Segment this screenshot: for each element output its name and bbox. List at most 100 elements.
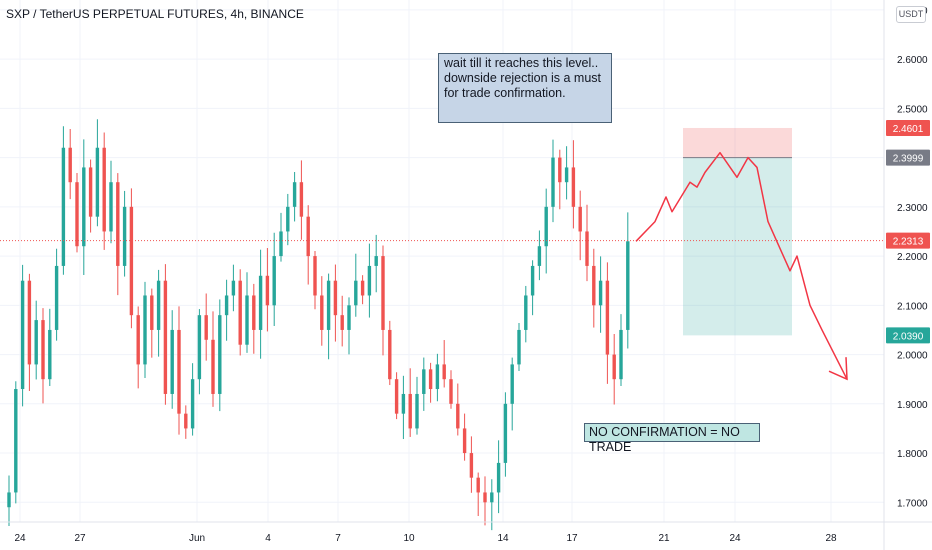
x-tick-label: 4	[265, 533, 271, 544]
candle	[428, 362, 433, 403]
price-label: 2.4601	[886, 119, 930, 136]
candle	[20, 264, 25, 407]
candle	[551, 139, 555, 223]
y-tick-label: 1.9000	[897, 400, 928, 411]
candle	[469, 436, 474, 493]
candle	[340, 295, 344, 347]
annotation-line: downside rejection is a must	[444, 71, 602, 85]
candle	[374, 234, 378, 293]
candle	[170, 310, 174, 409]
grid-lines	[0, 0, 884, 522]
candle	[456, 383, 460, 436]
candle	[524, 285, 528, 343]
annotation-wait-level[interactable]: wait till it reaches this level.. downsi…	[438, 53, 612, 123]
candle	[558, 149, 562, 210]
candle	[27, 273, 32, 391]
candle	[619, 314, 623, 386]
candle	[360, 275, 365, 305]
candle	[585, 204, 589, 282]
candle	[156, 269, 161, 357]
y-tick-label: 2.5000	[897, 104, 928, 115]
candle	[41, 308, 45, 404]
candle	[422, 357, 426, 411]
candle	[306, 205, 310, 285]
candle	[401, 375, 406, 440]
candle	[75, 172, 79, 253]
target-zone	[683, 157, 792, 336]
candle	[129, 188, 134, 329]
candle	[388, 320, 392, 386]
annotation-line: wait till it reaches this level..	[444, 56, 599, 70]
candle	[496, 440, 501, 514]
candle	[122, 190, 127, 277]
candle	[109, 160, 113, 244]
candle	[286, 193, 290, 246]
candle	[598, 256, 603, 333]
candle	[95, 119, 100, 227]
candle	[184, 405, 188, 439]
candle	[320, 276, 324, 346]
candle	[224, 279, 229, 341]
x-tick-label: 24	[14, 533, 26, 544]
candle	[231, 264, 236, 312]
candles	[7, 119, 630, 531]
candle	[279, 212, 283, 262]
candle	[537, 230, 542, 281]
candle	[415, 376, 419, 435]
candle	[204, 293, 208, 361]
candle	[197, 309, 202, 395]
candle	[258, 249, 263, 359]
candle	[333, 264, 338, 342]
x-tick-label: 24	[729, 533, 741, 544]
x-tick-label: 10	[403, 533, 415, 544]
svg-text:2.4601: 2.4601	[893, 124, 924, 135]
candle	[7, 475, 11, 526]
candle	[245, 272, 249, 353]
candle	[626, 212, 630, 349]
candle	[605, 262, 610, 384]
candle	[48, 308, 52, 386]
candle	[564, 146, 569, 200]
candle	[517, 322, 521, 372]
y-tick-label: 2.6000	[897, 55, 928, 66]
price-label: 2.0390	[886, 327, 930, 344]
svg-text:2.3999: 2.3999	[893, 154, 924, 165]
svg-text:2.2313: 2.2313	[893, 237, 924, 248]
candle	[292, 171, 297, 222]
stop-zone	[683, 127, 792, 158]
candle	[544, 188, 548, 274]
time-axis[interactable]: 24 27 Jun 4 7 10 14 17 21 24 28	[0, 521, 932, 544]
candle	[265, 248, 270, 332]
candle	[102, 132, 106, 250]
x-tick-label: 27	[74, 533, 86, 544]
arrow-head-icon	[828, 357, 848, 381]
candle	[326, 273, 331, 360]
candle	[354, 253, 358, 317]
candle	[449, 370, 453, 409]
x-tick-label: 14	[497, 533, 509, 544]
price-axis[interactable]: 1.7000 1.8000 1.9000 2.0000 2.1000 2.2000 2.30…	[883, 0, 930, 550]
candle	[143, 281, 147, 378]
candle	[483, 476, 487, 526]
candle	[435, 353, 440, 402]
y-tick-label: 1.8000	[897, 449, 928, 460]
candle	[381, 245, 385, 356]
candle	[211, 311, 215, 407]
candle	[313, 250, 317, 310]
candle	[476, 472, 480, 516]
x-tick-label: 7	[335, 533, 341, 544]
y-tick-label: 1.7000	[897, 498, 928, 509]
candle	[347, 297, 351, 355]
short-position-box	[683, 127, 792, 336]
annotation-no-trade[interactable]: NO CONFIRMATION = NO TRADE	[584, 423, 760, 454]
candle	[54, 248, 59, 341]
candle	[177, 306, 181, 435]
candle	[510, 357, 514, 431]
candle	[190, 363, 195, 436]
candle	[136, 306, 140, 389]
candle	[82, 139, 86, 276]
candle	[367, 243, 372, 318]
candle	[408, 368, 412, 437]
currency-button[interactable]: USDT	[896, 6, 926, 23]
